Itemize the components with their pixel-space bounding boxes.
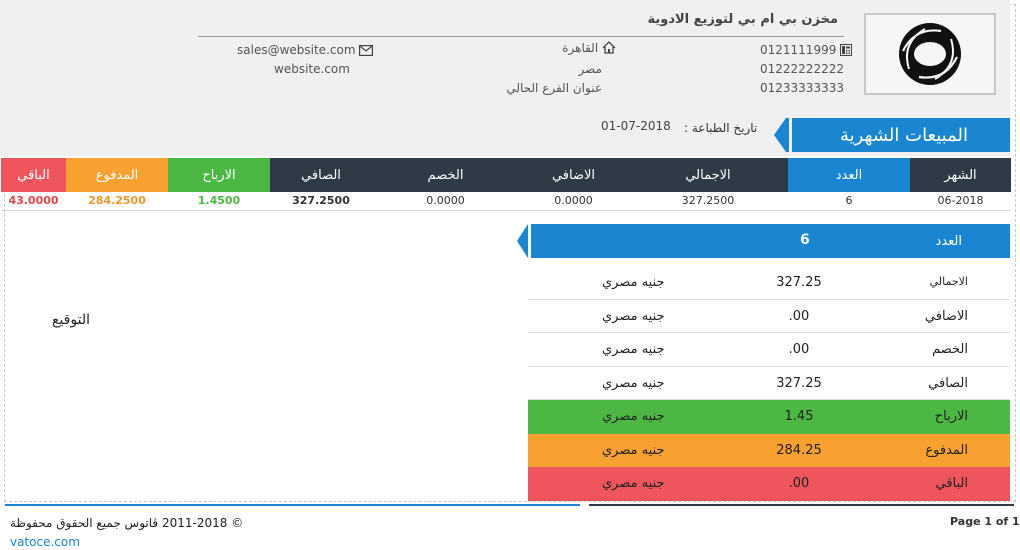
cell-total: 327.2500	[628, 192, 788, 211]
detail-row-currency: جنيه مصري	[602, 409, 665, 424]
detail-row-currency: جنيه مصري	[602, 375, 665, 391]
detail-list: الاجمالي 327.25 جنيه مصري الاضافي .00 جن…	[528, 266, 1010, 501]
detail-row-currency: جنيه مصري	[602, 342, 665, 357]
signature-label: التوقيع	[52, 312, 90, 328]
company-name: مخزن بي ام بي لتوزيع الادوية	[647, 12, 838, 27]
branch-address: عنوان الفرع الحالي	[506, 81, 602, 95]
company-logo-icon	[899, 23, 961, 85]
summary-table: الشهر العدد الاجمالي الاضافي الخصم الصاف…	[1, 158, 1011, 211]
email: sales@website.com	[237, 43, 374, 59]
col-paid: المدفوع	[66, 158, 168, 192]
table-row: 06-2018 6 327.2500 0.0000 0.0000 327.250…	[1, 192, 1011, 211]
cell-month: 06-2018	[910, 192, 1011, 211]
detail-row-value: 284.25	[776, 442, 822, 458]
detail-row-net: الصافي 327.25 جنيه مصري	[528, 367, 1010, 400]
footer-divider-right	[589, 504, 1014, 506]
page-indicator: Page 1 of 1	[950, 515, 1020, 528]
detail-row-profit: الارباح 1.45 جنيه مصري	[528, 400, 1010, 434]
summary-header-row: الشهر العدد الاجمالي الاضافي الخصم الصاف…	[1, 158, 1011, 192]
footer-copyright: © 2011-2018 ڤاتوس جميع الحقوق محفوظة	[10, 516, 244, 530]
detail-row-value: .00	[788, 308, 810, 324]
phone-2: 01222222222	[760, 62, 844, 76]
col-profit: الارباح	[168, 158, 270, 192]
phone-icon	[840, 44, 853, 59]
col-remaining: الباقي	[1, 158, 66, 192]
phone-1: 0121111999	[760, 43, 853, 59]
detail-row-value: 327.25	[776, 375, 822, 391]
cell-additional: 0.0000	[519, 192, 628, 211]
email-icon	[359, 45, 374, 59]
company-logo	[864, 13, 996, 95]
header-divider	[198, 36, 844, 37]
detail-row-additional: الاضافي .00 جنيه مصري	[528, 300, 1010, 333]
detail-row-remaining: الباقي .00 جنيه مصري	[528, 467, 1010, 501]
website: website.com	[274, 62, 350, 76]
cell-paid: 284.2500	[66, 192, 168, 211]
email-text: sales@website.com	[237, 43, 356, 57]
cell-remaining: 43.0000	[1, 192, 66, 211]
phone-1-text: 0121111999	[760, 43, 837, 57]
detail-row-currency: جنيه مصري	[602, 308, 665, 324]
detail-row-value: 327.25	[776, 275, 822, 290]
detail-row-label: المدفوع	[925, 442, 968, 458]
report-header: مخزن بي ام بي لتوزيع الادوية 0121111999 …	[0, 0, 1010, 156]
home-icon	[602, 41, 616, 57]
col-additional: الاضافي	[519, 158, 628, 192]
detail-count-label: العدد	[935, 234, 962, 249]
detail-row-label: الخصم	[932, 342, 968, 357]
print-date-label: تاريخ الطباعة :	[684, 121, 758, 135]
detail-row-currency: جنيه مصري	[602, 442, 665, 458]
cell-count: 6	[788, 192, 910, 211]
cell-net: 327.2500	[270, 192, 372, 211]
cell-profit: 1.4500	[168, 192, 270, 211]
col-net: الصافي	[270, 158, 372, 192]
footer-link[interactable]: vatoce.com	[10, 535, 80, 549]
col-count: العدد	[788, 158, 910, 192]
detail-row-paid: المدفوع 284.25 جنيه مصري	[528, 433, 1010, 467]
detail-row-label: الصافي	[928, 375, 968, 391]
country: مصر	[578, 62, 602, 76]
city-text: القاهرة	[562, 41, 599, 55]
detail-row-total: الاجمالي 327.25 جنيه مصري	[528, 266, 1010, 300]
cell-discount: 0.0000	[372, 192, 519, 211]
footer-divider-left	[5, 504, 580, 506]
report-title: المبيعات الشهرية	[774, 118, 1010, 152]
detail-row-label: الارباح	[934, 409, 968, 424]
detail-row-value: .00	[788, 476, 810, 491]
detail-row-currency: جنيه مصري	[602, 275, 665, 290]
city: القاهرة	[562, 41, 616, 57]
report-title-text: المبيعات الشهرية	[839, 124, 968, 146]
col-month: الشهر	[910, 158, 1011, 192]
detail-row-value: .00	[788, 342, 810, 357]
detail-row-label: الاجمالي	[929, 275, 968, 288]
detail-row-currency: جنيه مصري	[602, 476, 665, 491]
phone-3: 01233333333	[760, 81, 844, 95]
detail-row-label: الاضافي	[924, 308, 968, 324]
detail-row-discount: الخصم .00 جنيه مصري	[528, 333, 1010, 367]
detail-header: العدد 6	[517, 224, 1010, 258]
print-date: 01-07-2018	[601, 119, 671, 133]
col-total: الاجمالي	[628, 158, 788, 192]
detail-row-value: 1.45	[784, 409, 814, 424]
detail-count-value: 6	[800, 232, 810, 248]
col-discount: الخصم	[372, 158, 519, 192]
detail-row-label: الباقي	[935, 476, 968, 491]
